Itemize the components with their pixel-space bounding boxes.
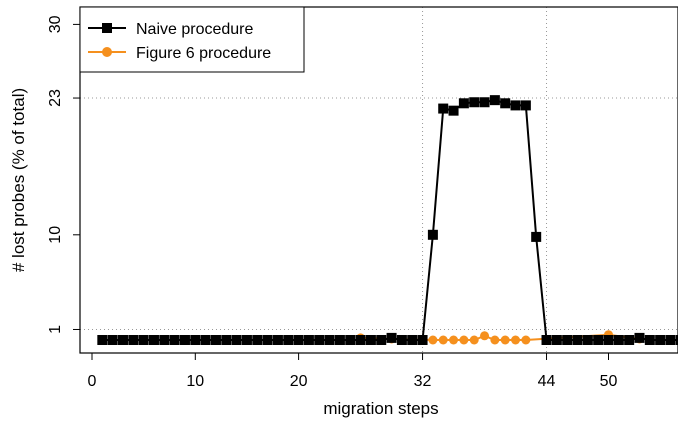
x-tick-label: 10 xyxy=(186,373,204,390)
data-point-naive xyxy=(376,335,387,345)
data-point-naive xyxy=(613,335,624,345)
data-point-naive xyxy=(169,335,180,345)
data-point-figure6 xyxy=(500,335,510,345)
data-point-naive xyxy=(190,335,201,345)
data-point-figure6 xyxy=(469,335,479,345)
data-point-naive xyxy=(179,335,190,345)
legend-label-figure6: Figure 6 procedure xyxy=(136,45,271,62)
data-point-naive xyxy=(221,335,232,345)
y-axis: 1 10 23 30 xyxy=(47,15,80,334)
data-point-naive xyxy=(334,335,345,345)
data-point-naive xyxy=(634,332,645,343)
data-point-naive xyxy=(438,103,449,114)
y-tick-label: 30 xyxy=(47,15,64,33)
data-point-naive xyxy=(303,335,314,345)
data-point-figure6 xyxy=(438,335,448,345)
data-point-naive xyxy=(107,335,118,345)
data-point-naive xyxy=(458,98,469,109)
data-point-naive xyxy=(128,335,139,345)
y-tick-label: 23 xyxy=(47,89,64,107)
data-point-naive xyxy=(624,335,635,345)
legend-marker-figure6 xyxy=(102,47,112,57)
data-point-naive xyxy=(324,335,335,345)
data-point-naive xyxy=(117,335,128,345)
data-point-naive xyxy=(386,332,397,343)
data-point-naive xyxy=(407,335,418,345)
data-point-naive xyxy=(582,335,593,345)
data-point-naive xyxy=(272,335,283,345)
data-point-naive xyxy=(345,335,356,345)
y-tick-label: 1 xyxy=(47,325,64,334)
data-point-naive xyxy=(665,335,676,345)
data-point-naive xyxy=(510,100,521,111)
series-layer xyxy=(97,95,678,345)
data-point-figure6 xyxy=(490,335,500,345)
data-point-naive xyxy=(148,335,159,345)
legend: Naive procedure Figure 6 procedure xyxy=(79,6,305,73)
data-point-figure6 xyxy=(480,331,490,341)
data-point-naive xyxy=(231,335,242,345)
x-axis-title: migration steps xyxy=(323,399,438,418)
data-point-figure6 xyxy=(459,335,469,345)
data-point-naive xyxy=(159,335,170,345)
data-point-naive xyxy=(675,335,678,345)
x-tick-label: 0 xyxy=(88,373,97,390)
data-point-naive xyxy=(283,335,294,345)
data-point-naive xyxy=(572,335,583,345)
y-axis-title: # lost probes (% of total) xyxy=(9,88,28,272)
data-point-naive xyxy=(427,229,438,240)
data-point-figure6 xyxy=(511,335,521,345)
x-tick-label: 44 xyxy=(538,373,556,390)
y-tick-label: 10 xyxy=(47,226,64,244)
data-point-naive xyxy=(655,335,666,345)
plot-frame xyxy=(79,6,678,354)
legend-box xyxy=(79,6,305,73)
x-tick-label: 50 xyxy=(600,373,618,390)
data-point-naive xyxy=(551,335,562,345)
data-point-naive xyxy=(448,105,459,116)
data-point-naive xyxy=(469,97,480,108)
series-line-naive xyxy=(102,99,678,341)
data-point-naive xyxy=(562,335,573,345)
data-point-naive xyxy=(489,95,500,106)
x-tick-label: 32 xyxy=(414,373,432,390)
data-point-naive xyxy=(520,100,531,111)
plot-area xyxy=(97,95,678,345)
data-point-naive xyxy=(200,335,211,345)
gridlines xyxy=(80,7,678,353)
data-point-naive xyxy=(241,335,252,345)
data-point-naive xyxy=(593,335,604,345)
data-point-naive xyxy=(252,335,263,345)
data-point-naive xyxy=(417,335,428,345)
data-point-naive xyxy=(603,335,614,345)
data-point-naive xyxy=(479,97,490,108)
legend-marker-naive xyxy=(102,23,112,33)
data-point-naive xyxy=(97,335,108,345)
data-point-naive xyxy=(396,335,407,345)
x-tick-label: 20 xyxy=(290,373,308,390)
data-point-figure6 xyxy=(521,335,531,345)
legend-label-naive: Naive procedure xyxy=(136,21,254,38)
data-point-naive xyxy=(210,335,221,345)
data-point-figure6 xyxy=(449,335,459,345)
data-point-naive xyxy=(365,335,376,345)
data-point-figure6 xyxy=(428,335,438,345)
data-point-naive xyxy=(293,335,304,345)
data-point-naive xyxy=(541,335,552,345)
data-point-naive xyxy=(355,335,366,345)
data-point-naive xyxy=(314,335,325,345)
data-point-naive xyxy=(644,335,655,345)
data-point-naive xyxy=(531,231,542,242)
data-point-naive xyxy=(138,335,149,345)
data-point-naive xyxy=(262,335,273,345)
data-point-naive xyxy=(500,98,511,109)
x-axis: 0 10 20 32 44 50 xyxy=(88,353,618,390)
